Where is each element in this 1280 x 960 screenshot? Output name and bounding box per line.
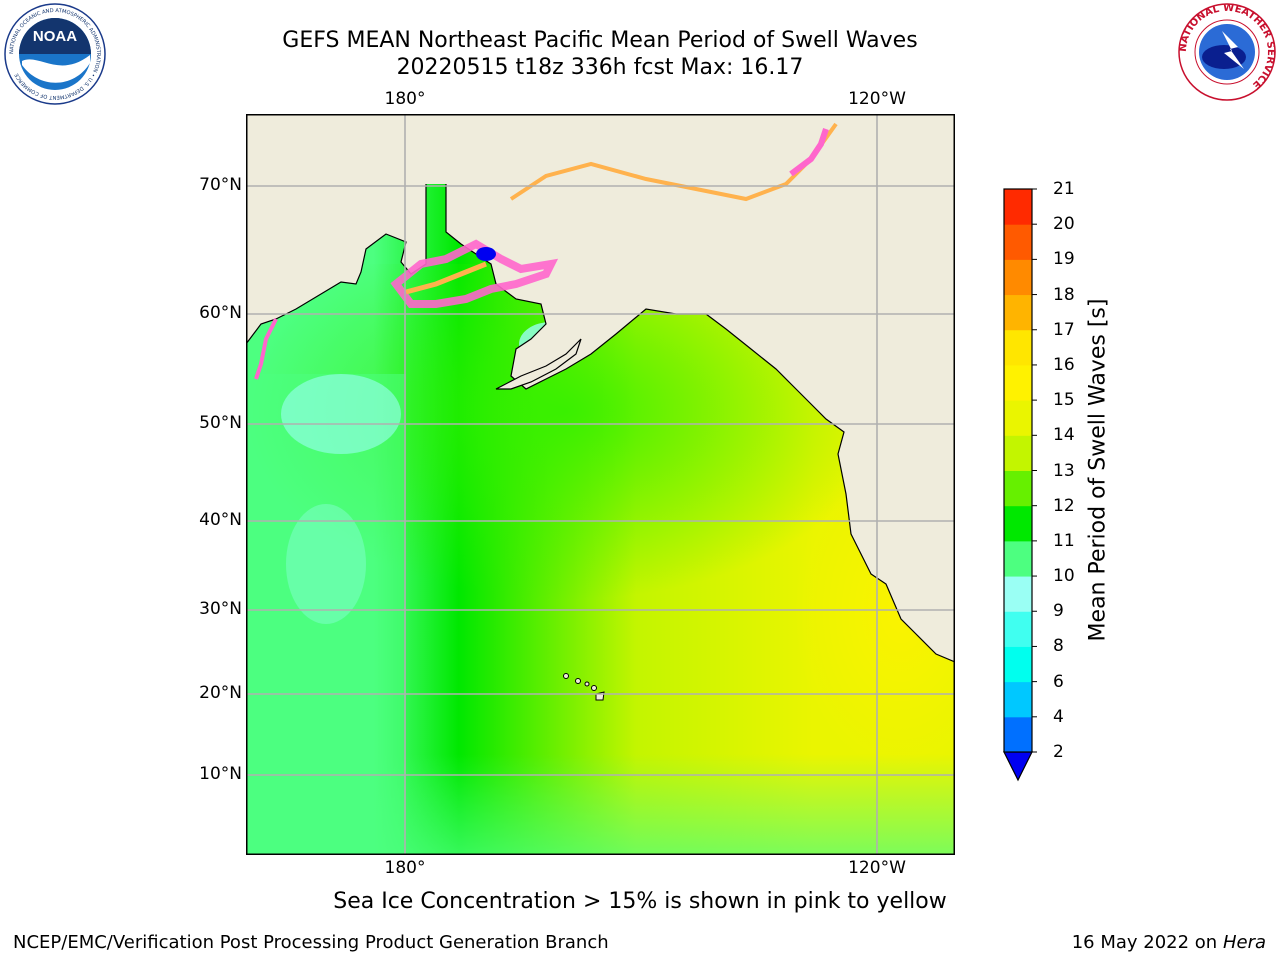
footer-credit: NCEP/EMC/Verification Post Processing Pr… <box>13 932 609 953</box>
colorbar-segment <box>1004 576 1032 612</box>
lon-tick-bottom-180: 180° <box>384 858 426 878</box>
colorbar-extend-arrow <box>1003 751 1033 782</box>
nws-logo: NATIONAL WEATHER SERVICE <box>1178 3 1276 101</box>
colorbar-segment <box>1004 435 1032 471</box>
sea-ice-caption: Sea Ice Concentration > 15% is shown in … <box>0 889 1280 914</box>
sea-ice-beaufort <box>789 128 829 177</box>
footer-host: Hera <box>1222 932 1266 953</box>
colorbar-segment <box>1004 681 1032 718</box>
lon-tick-bottom-120w: 120°W <box>848 858 906 878</box>
noaa-logo: NOAA NATIONAL OCEANIC AND ATMOSPHERIC AD… <box>4 3 106 105</box>
colorbar-tick-label: 17 <box>1053 319 1075 340</box>
colorbar-tick-label: 20 <box>1053 214 1075 235</box>
colorbar-label: Mean Period of Swell Waves [s] <box>1085 298 1111 642</box>
footer-date-text: 16 May 2022 on <box>1071 932 1218 953</box>
colorbar-segment <box>1004 400 1032 436</box>
ocean-cyan-patch <box>281 374 401 454</box>
noaa-logo-text: NOAA <box>33 28 77 45</box>
lat-tick-40n: 40°N <box>199 510 242 530</box>
swell-period-map <box>246 114 955 855</box>
colorbar-tick-label: 9 <box>1053 601 1064 622</box>
colorbar-segment <box>1004 470 1032 507</box>
lon-tick-top-180: 180° <box>384 89 426 109</box>
colorbar-segment <box>1004 540 1032 577</box>
chart-title: GEFS MEAN Northeast Pacific Mean Period … <box>282 28 918 53</box>
ocean-cyan-patch-2 <box>286 504 366 624</box>
lon-tick-top-120w: 120°W <box>848 89 906 109</box>
colorbar-segment <box>1004 646 1032 683</box>
colorbar-segment <box>1004 224 1032 260</box>
colorbar-tick-label: 14 <box>1053 425 1075 446</box>
sea-ice-blue-core <box>476 247 496 261</box>
colorbar <box>1003 188 1037 782</box>
colorbar-segment <box>1004 259 1032 296</box>
ocean-west-band <box>246 374 406 854</box>
colorbar-tick-label: 18 <box>1053 284 1075 305</box>
colorbar-segment <box>1004 364 1032 401</box>
colorbar-tick-label: 6 <box>1053 671 1064 692</box>
sea-ice-west-edge <box>254 318 278 380</box>
sea-ice-caption-text: Sea Ice Concentration > 15% is shown in … <box>333 889 947 914</box>
colorbar-tick-label: 13 <box>1053 460 1075 481</box>
colorbar-segment <box>1004 611 1032 647</box>
lat-tick-70n: 70°N <box>199 175 242 195</box>
colorbar-tick-label: 10 <box>1053 566 1075 587</box>
colorbar-tick-label: 15 <box>1053 390 1075 411</box>
colorbar-tick-label: 11 <box>1053 530 1075 551</box>
colorbar-tick-label: 8 <box>1053 636 1064 657</box>
colorbar-segment <box>1004 505 1032 542</box>
colorbar-tick-label: 21 <box>1053 179 1075 199</box>
colorbar-frame <box>1003 188 1033 753</box>
sea-ice-bering <box>390 239 559 308</box>
lat-tick-50n: 50°N <box>199 413 242 433</box>
colorbar-segment <box>1004 294 1032 331</box>
lat-tick-30n: 30°N <box>199 599 242 619</box>
lat-tick-20n: 20°N <box>199 683 242 703</box>
land-top-strip <box>246 114 955 184</box>
map-frame <box>246 114 955 855</box>
colorbar-tick-label: 2 <box>1053 742 1064 762</box>
colorbar-tick-label: 16 <box>1053 354 1075 375</box>
colorbar-tick-label: 4 <box>1053 706 1064 727</box>
colorbar-tick-label: 12 <box>1053 495 1075 516</box>
sea-ice-bering-orange <box>405 261 487 295</box>
lat-tick-60n: 60°N <box>199 303 242 323</box>
lat-tick-10n: 10°N <box>199 764 242 784</box>
colorbar-tick-label: 19 <box>1053 249 1075 270</box>
colorbar-segment <box>1004 189 1032 225</box>
footer-date: 16 May 2022 on Hera <box>1072 932 1266 953</box>
colorbar-segment <box>1004 329 1032 366</box>
chart-subtitle: 20220515 t18z 336h fcst Max: 16.17 <box>396 55 804 80</box>
colorbar-segment <box>1004 716 1032 753</box>
land-alaska-peninsula <box>495 338 582 390</box>
graticule <box>246 114 955 855</box>
